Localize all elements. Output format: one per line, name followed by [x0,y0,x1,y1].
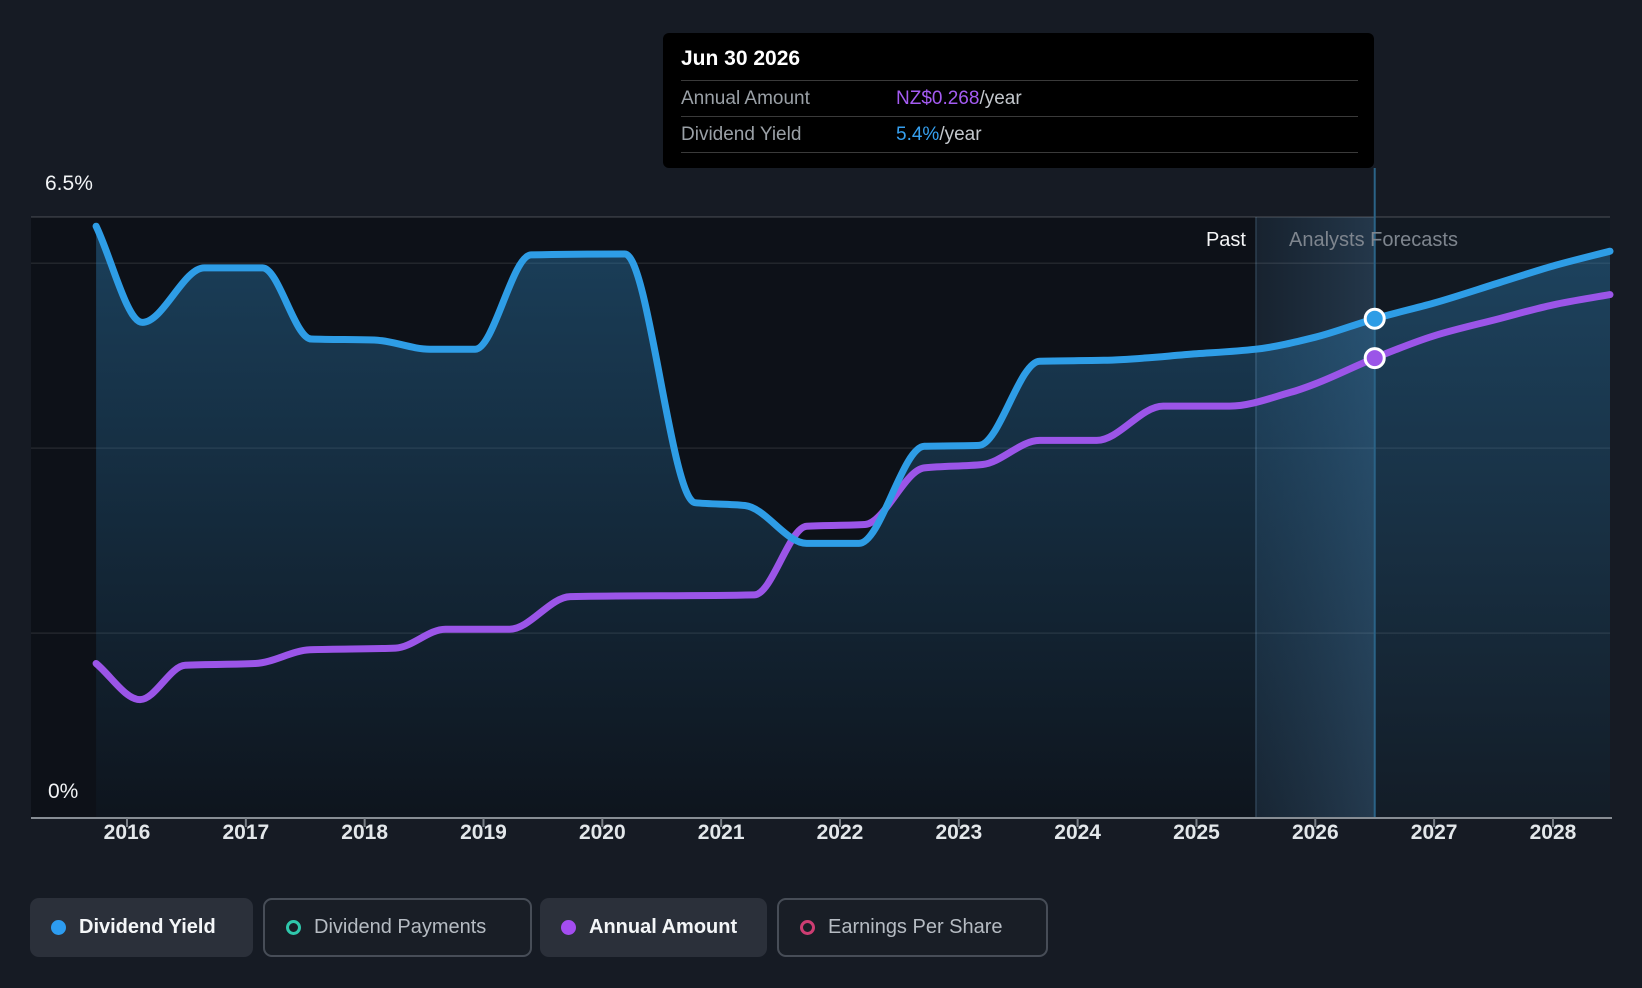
legend-item-dividend-payments[interactable]: Dividend Payments [263,898,532,957]
tooltip-row-annual-amount: Annual Amount NZ$0.268/year [663,81,1374,116]
legend-dot-icon [561,920,576,935]
legend-ring-icon [800,920,815,935]
legend-item-label: Dividend Payments [314,916,487,938]
legend-item-annual-amount[interactable]: Annual Amount [540,898,767,957]
tooltip-row-dividend-yield: Dividend Yield 5.4%/year [663,117,1374,152]
tooltip-date: Jun 30 2026 [681,47,801,70]
tooltip-divider [681,152,1358,153]
annual-amount-line [92,291,1614,704]
dividend-yield-marker-dot [1363,307,1386,330]
x-axis-year-label: 2023 [935,821,983,844]
tooltip-value-suffix: /year [939,123,982,145]
x-axis-year-label: 2018 [341,821,389,844]
tooltip-value-suffix: /year [979,87,1022,109]
dividend-yield-area-fill [96,226,1611,818]
x-axis-year-label: 2022 [816,821,864,844]
x-axis-year-label: 2020 [578,821,626,844]
tooltip-divider [681,116,1358,117]
x-axis-year-label: 2016 [103,821,151,844]
tooltip-value-dividend-yield: 5.4% [896,123,940,145]
legend-item-dividend-yield[interactable]: Dividend Yield [30,898,253,957]
legend-item-label: Dividend Yield [79,916,216,938]
x-axis-year-label: 2025 [1173,821,1220,844]
legend-ring-icon [286,920,301,935]
annual-amount-marker-dot [1363,347,1386,370]
x-axis-year-label: 2027 [1410,821,1458,844]
legend-dot-icon [51,920,66,935]
x-axis-year-label: 2028 [1529,821,1577,844]
past-region-label: Past [1205,229,1246,251]
tooltip-label: Dividend Yield [681,123,802,145]
y-axis-label-max: 6.5% [45,172,93,195]
x-axis-year-label: 2017 [222,821,270,844]
x-axis-year-label: 2019 [460,821,507,844]
chart-tooltip: Jun 30 2026 Annual Amount NZ$0.268/year … [663,33,1374,168]
x-axis-year-label: 2021 [697,821,745,844]
dividend-yield-line [92,222,1614,547]
forecast-region-label: Analysts Forecasts [1289,229,1458,251]
tooltip-divider [681,80,1358,81]
legend-item-earnings-per-share[interactable]: Earnings Per Share [777,898,1048,957]
x-axis-year-label: 2024 [1054,821,1101,844]
y-axis-label-zero: 0% [48,780,79,803]
legend-item-label: Annual Amount [589,916,738,938]
tooltip-label: Annual Amount [681,87,810,109]
x-axis-year-label: 2026 [1291,821,1339,844]
legend-item-label: Earnings Per Share [828,916,1003,938]
tooltip-value-annual-amount: NZ$0.268 [896,87,980,109]
